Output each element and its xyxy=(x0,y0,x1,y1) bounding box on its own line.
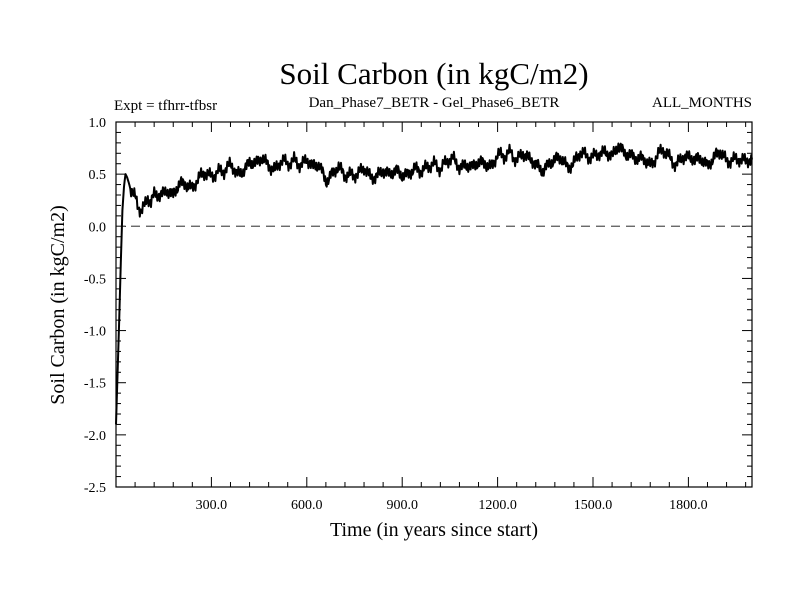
y-tick-label: -2.5 xyxy=(84,481,106,496)
y-tick-label: -1.0 xyxy=(84,325,106,340)
y-tick-label: -2.0 xyxy=(84,429,106,444)
x-tick-label: 900.0 xyxy=(386,498,418,513)
y-tick-label: 0.5 xyxy=(89,168,107,183)
plot-frame xyxy=(115,121,753,488)
x-tick-label: 300.0 xyxy=(196,498,228,513)
x-tick-label: 1500.0 xyxy=(574,498,613,513)
x-tick-label: 600.0 xyxy=(291,498,323,513)
y-tick-label: 1.0 xyxy=(89,116,107,131)
y-axis-label: Soil Carbon (in kgC/m2) xyxy=(47,205,69,404)
comparison-label: Dan_Phase7_BETR - Gel_Phase6_BETR xyxy=(309,95,560,111)
x-axis-label: Time (in years since start) xyxy=(330,519,538,541)
x-tick-label: 1800.0 xyxy=(669,498,708,513)
months-label: ALL_MONTHS xyxy=(652,95,752,111)
soil-carbon-series-line xyxy=(115,142,753,425)
y-tick-label: -0.5 xyxy=(84,272,106,287)
chart-title: Soil Carbon (in kgC/m2) xyxy=(279,56,588,91)
x-tick-label: 1200.0 xyxy=(478,498,517,513)
axis-tick-labels: 300.0 600.0 900.0 1200.0 1500.0 1800.0 1.0 0.5 0… xyxy=(84,116,708,513)
experiment-label: Expt = tfhrr-tfbsr xyxy=(114,98,217,114)
y-tick-label: 0.0 xyxy=(89,220,107,235)
y-tick-label: -1.5 xyxy=(84,377,106,392)
